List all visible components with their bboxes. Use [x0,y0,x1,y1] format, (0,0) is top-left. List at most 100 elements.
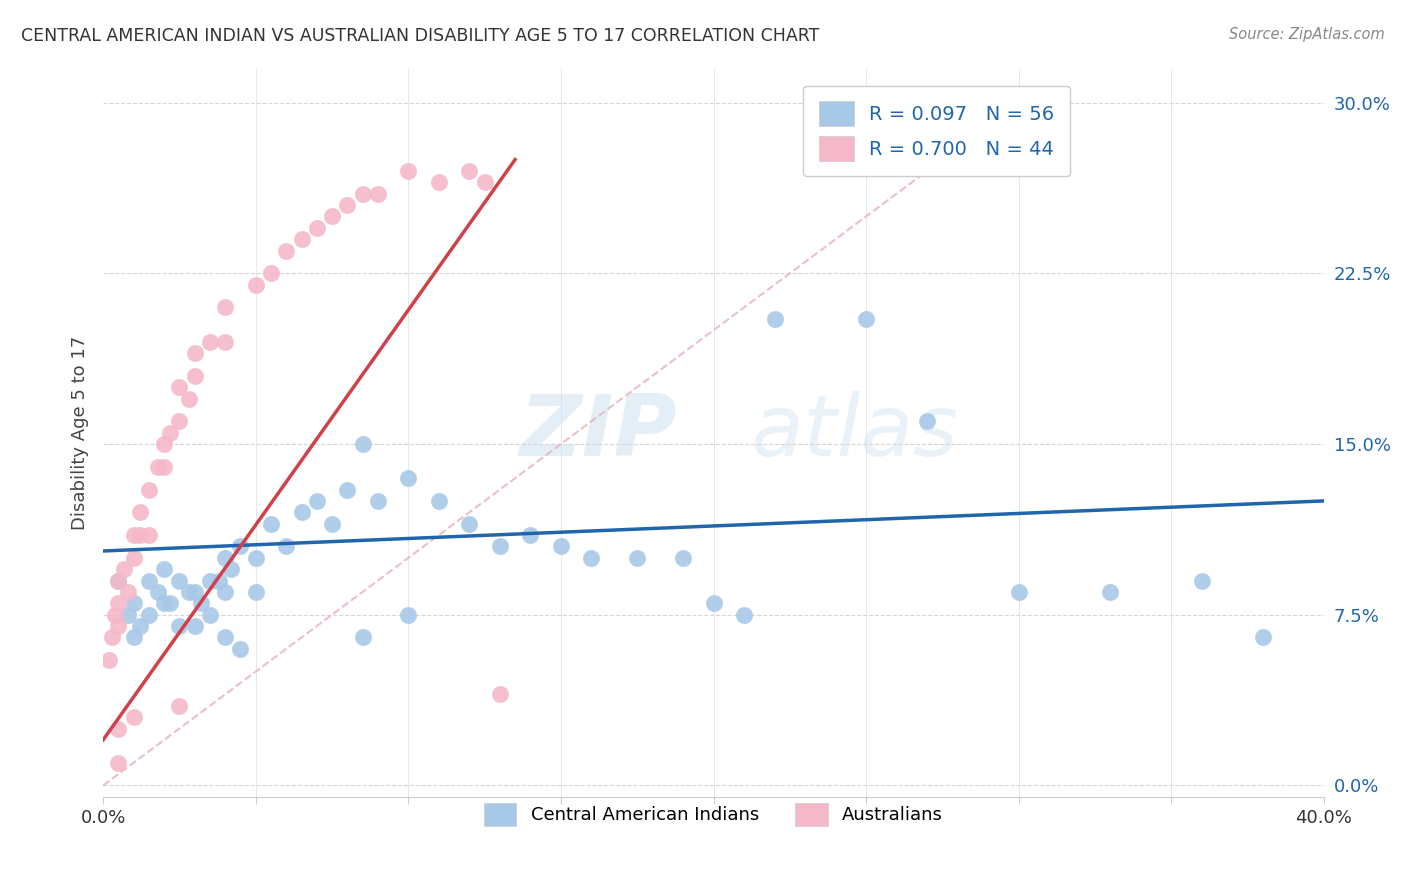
Point [146,585,169,599]
Point [581,550,603,565]
Point [198,334,221,349]
Point [153,459,176,474]
Point [107,574,129,588]
Point [98,653,121,667]
Point [128,528,150,542]
Point [672,550,695,565]
Point [550,540,572,554]
Point [198,607,221,622]
Point [183,368,205,383]
Point [489,540,512,554]
Point [367,494,389,508]
Point [1251,631,1274,645]
Point [1008,585,1031,599]
Text: Source: ZipAtlas.com: Source: ZipAtlas.com [1229,27,1385,42]
Point [336,483,359,497]
Point [702,596,724,610]
Point [183,346,205,360]
Point [733,607,755,622]
Point [122,528,145,542]
Point [290,232,312,246]
Point [229,540,252,554]
Point [276,540,298,554]
Point [214,301,236,315]
Point [396,164,419,178]
Point [107,619,129,633]
Point [198,574,221,588]
Point [177,585,200,599]
Point [190,596,212,610]
Point [138,607,160,622]
Point [183,585,205,599]
Point [117,585,139,599]
Point [208,574,231,588]
Point [107,596,129,610]
Point [159,425,181,440]
Point [138,483,160,497]
Point [169,574,191,588]
Point [1191,574,1213,588]
Point [260,266,283,280]
Point [214,631,236,645]
Point [107,722,129,736]
Point [177,392,200,406]
Point [128,505,150,519]
Point [915,414,938,428]
Point [183,619,205,633]
Point [474,175,496,189]
Point [169,380,191,394]
Y-axis label: Disability Age 5 to 17: Disability Age 5 to 17 [72,335,89,530]
Point [153,562,176,576]
Point [763,311,786,326]
Point [214,334,236,349]
Point [229,641,252,656]
Point [855,311,877,326]
Point [458,164,481,178]
Point [352,437,374,451]
Point [117,607,139,622]
Point [122,596,145,610]
Point [214,585,236,599]
Point [153,596,176,610]
Point [305,220,328,235]
Point [519,528,541,542]
Point [146,459,169,474]
Point [245,585,267,599]
Text: CENTRAL AMERICAN INDIAN VS AUSTRALIAN DISABILITY AGE 5 TO 17 CORRELATION CHART: CENTRAL AMERICAN INDIAN VS AUSTRALIAN DI… [21,27,820,45]
Point [101,631,124,645]
Point [427,494,450,508]
Point [104,607,127,622]
Point [221,562,243,576]
Text: ZIP: ZIP [519,392,676,475]
Point [169,698,191,713]
Point [169,619,191,633]
Point [153,437,176,451]
Point [352,631,374,645]
Point [122,631,145,645]
Point [1099,585,1122,599]
Point [138,574,160,588]
Point [396,607,419,622]
Point [114,562,136,576]
Point [169,414,191,428]
Point [321,210,343,224]
Point [336,198,359,212]
Point [159,596,181,610]
Point [107,756,129,770]
Point [626,550,648,565]
Point [245,277,267,292]
Point [107,574,129,588]
Point [276,244,298,258]
Point [260,516,283,531]
Point [214,550,236,565]
Text: atlas: atlas [751,392,957,475]
Point [138,528,160,542]
Point [290,505,312,519]
Point [352,186,374,201]
Point [305,494,328,508]
Point [367,186,389,201]
Point [321,516,343,531]
Point [489,687,512,701]
Point [396,471,419,485]
Point [427,175,450,189]
